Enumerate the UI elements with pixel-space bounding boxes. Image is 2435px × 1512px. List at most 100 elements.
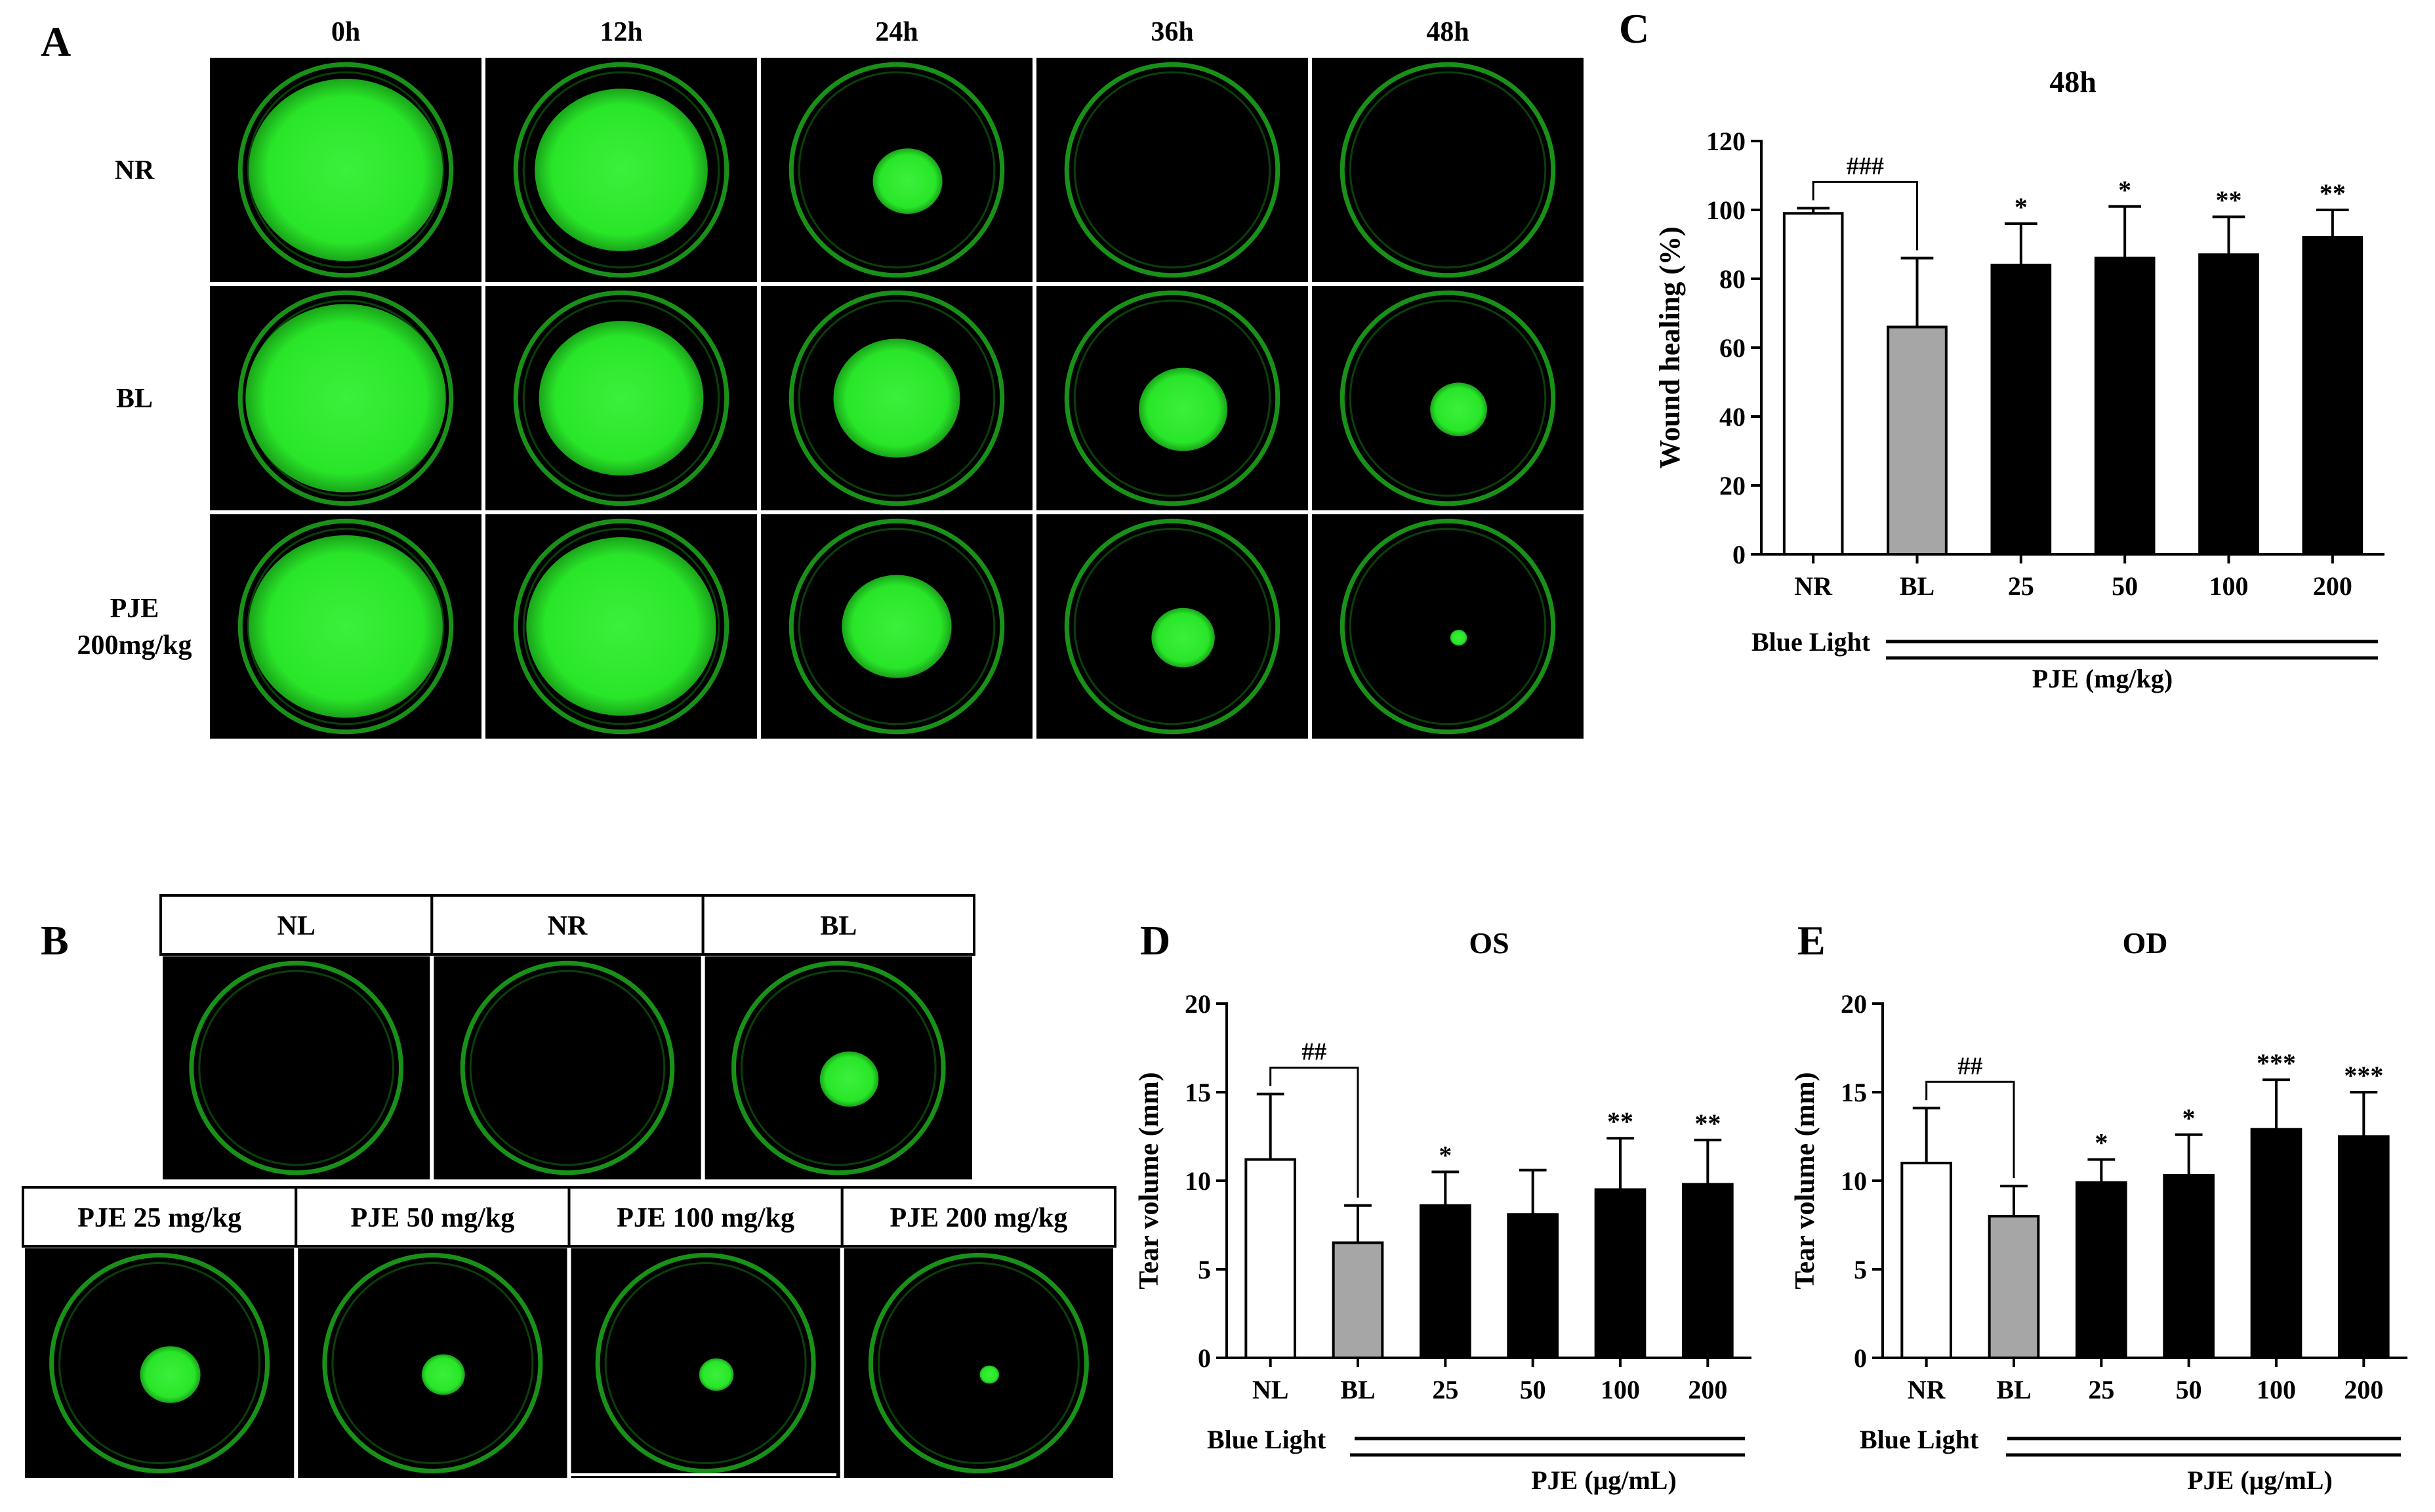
bar: [2250, 1128, 2302, 1359]
x-tick-label: 100: [2209, 571, 2249, 601]
significance-mark: **: [1607, 1107, 1633, 1136]
row-label: 200mg/kg: [77, 630, 192, 661]
panel-b: B NL NR BL PJE 25 mg/kg PJE 50 mg/kg PJE 100 m…: [22, 894, 1116, 1478]
label-box: [159, 894, 434, 956]
well-image: [761, 286, 1033, 510]
well-inner-ring: [1349, 299, 1547, 497]
group-label: PJE 100 mg/kg: [617, 1203, 794, 1233]
fluorescent-spot: [1450, 630, 1467, 646]
fluorescent-spot: [140, 1346, 201, 1403]
bar: [2163, 1174, 2215, 1360]
well-inner-ring: [798, 527, 996, 725]
chart-title: OD: [2123, 926, 2168, 960]
significance-mark: *: [2015, 192, 2028, 222]
well-inner-ring: [1349, 527, 1547, 725]
fluorescent-spot: [872, 148, 943, 214]
y-tick-label: 0: [1854, 1343, 1867, 1373]
y-tick-label: 5: [1198, 1255, 1211, 1284]
x-tick-label: BL: [1996, 1375, 2031, 1404]
well-image: [25, 1248, 295, 1478]
x-tick-label: 25: [1432, 1375, 1458, 1404]
x-tick-label: BL: [1900, 571, 1934, 601]
panel-letter: B: [41, 917, 69, 964]
x-tick-label: 100: [1601, 1375, 1640, 1404]
y-tick-label: 60: [1719, 333, 1746, 363]
group-line-label: PJE (μg/mL): [2187, 1465, 2333, 1495]
well-inner-ring: [58, 1262, 261, 1464]
fluorescent-spot: [249, 78, 443, 262]
significance-mark: *: [2182, 1103, 2196, 1133]
comparison-label: ##: [1301, 1038, 1326, 1066]
significance-mark: *: [1439, 1141, 1452, 1170]
x-tick-label: 50: [2112, 571, 2138, 601]
significance-mark: *: [2118, 175, 2131, 205]
well-image: [705, 956, 972, 1179]
bar: [1682, 1183, 1734, 1360]
well-inner-ring: [741, 970, 937, 1166]
well-inner-ring: [798, 299, 996, 497]
fluorescent-spot: [699, 1358, 734, 1391]
well-ring: [237, 62, 454, 278]
well-ring: [237, 290, 454, 506]
well-ring: [868, 1253, 1089, 1473]
group-label: BL: [820, 911, 857, 941]
fluorescent-spot: [249, 535, 443, 718]
group-line-label: PJE (μg/mL): [1531, 1465, 1677, 1495]
well-ring: [1064, 290, 1280, 506]
well-ring: [1064, 62, 1280, 278]
well-image: [485, 286, 757, 510]
y-tick-label: 20: [1185, 989, 1211, 1019]
x-tick-label: 50: [1520, 1375, 1546, 1404]
well-image: [434, 956, 701, 1179]
well-ring: [1340, 518, 1556, 735]
bar: [1332, 1241, 1384, 1359]
panel-a: A 0h 12h 24h 36h 48h NR BL PJE 200mg/kg: [41, 17, 1584, 739]
y-tick-label: 15: [1185, 1078, 1211, 1107]
tile-background: [1312, 514, 1584, 739]
well-image: [210, 514, 481, 739]
y-tick-label: 0: [1732, 540, 1746, 569]
chart-e: E OD Tear volume (mm) 0 5 10 15 20 NR BL 25 * 50 * 100…: [1790, 917, 2407, 1495]
group-label: NR: [548, 911, 588, 941]
bar: [1900, 1162, 1952, 1359]
y-tick-label: 20: [1841, 989, 1867, 1019]
y-axis-label: Tear volume (mm): [1790, 1072, 1820, 1289]
fluorescent-spot: [819, 1051, 879, 1107]
tile-background: [1036, 58, 1308, 282]
tile-background: [434, 956, 701, 1179]
well-image: [163, 956, 430, 1179]
well-inner-ring: [877, 1262, 1080, 1464]
chart-d: D OS Tear volume (mm) 0 5 10 15 20 NL BL 25 * 50 100 *…: [1134, 917, 1751, 1495]
well-ring: [788, 518, 1005, 735]
y-tick-label: 5: [1854, 1255, 1867, 1284]
x-tick-label: 25: [2088, 1375, 2114, 1404]
significance-mark: **: [2320, 178, 2346, 208]
well-ring: [1340, 62, 1556, 278]
comparison-label: ###: [1847, 152, 1884, 180]
comparison-bracket: [1269, 1067, 1359, 1198]
panel-letter: E: [1797, 917, 1826, 964]
group-line-label: Blue Light: [1751, 627, 1871, 657]
well-image: [485, 514, 757, 739]
well-ring: [595, 1253, 816, 1473]
fluorescent-spot: [842, 575, 952, 678]
well-ring: [49, 1253, 270, 1473]
y-tick-label: 120: [1706, 127, 1746, 156]
well-ring: [189, 960, 403, 1175]
well-inner-ring: [198, 970, 394, 1166]
well-ring: [788, 62, 1005, 278]
time-label: 12h: [600, 17, 642, 47]
chart-c: C 48h Wound healing (%) 0 20 40 60 80 100 120 NR BL…: [1619, 5, 2384, 693]
well-image: [761, 58, 1033, 282]
significance-mark: *: [2095, 1128, 2108, 1158]
x-tick-label: 50: [2176, 1375, 2202, 1404]
time-label: 0h: [331, 17, 360, 47]
bar: [1420, 1204, 1471, 1360]
well-inner-ring: [522, 71, 720, 269]
panel-letter: A: [41, 18, 71, 65]
well-image: [210, 286, 481, 510]
well-inner-ring: [1349, 71, 1547, 269]
well-ring: [513, 518, 729, 735]
fluorescent-spot: [535, 89, 708, 251]
